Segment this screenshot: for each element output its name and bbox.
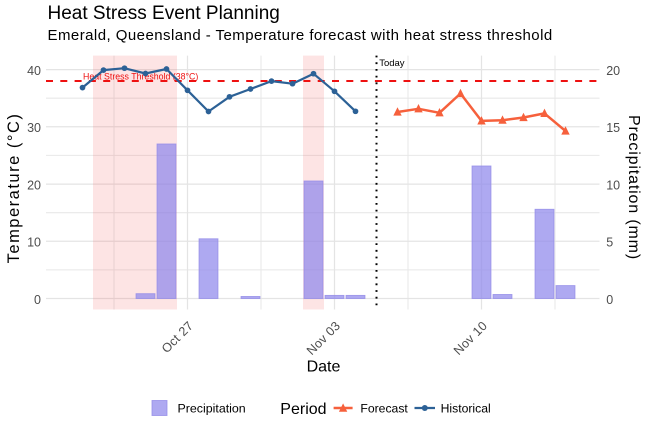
svg-text:Period: Period <box>280 401 326 418</box>
svg-text:10: 10 <box>27 236 41 250</box>
svg-text:40: 40 <box>27 64 41 78</box>
svg-text:Historical: Historical <box>441 401 491 415</box>
svg-text:20: 20 <box>27 179 41 193</box>
svg-text:Precipitation (mm): Precipitation (mm) <box>625 115 642 260</box>
svg-text:Emerald, Queensland - Temperat: Emerald, Queensland - Temperature foreca… <box>48 27 553 44</box>
svg-text:Heat Stress Event Planning: Heat Stress Event Planning <box>48 3 280 24</box>
svg-text:5: 5 <box>606 236 613 250</box>
svg-text:30: 30 <box>27 121 41 135</box>
svg-text:Temperature (°C): Temperature (°C) <box>5 113 23 264</box>
svg-text:20: 20 <box>606 64 620 78</box>
svg-text:Precipitation: Precipitation <box>178 401 246 415</box>
svg-text:Forecast: Forecast <box>360 401 408 415</box>
svg-text:Heat Stress Threshold (38°C): Heat Stress Threshold (38°C) <box>83 72 198 82</box>
svg-text:Date: Date <box>307 358 341 375</box>
svg-text:0: 0 <box>34 293 41 307</box>
svg-text:10: 10 <box>606 179 620 193</box>
svg-text:Today: Today <box>379 58 405 69</box>
svg-text:15: 15 <box>606 121 620 135</box>
svg-text:0: 0 <box>606 293 613 307</box>
